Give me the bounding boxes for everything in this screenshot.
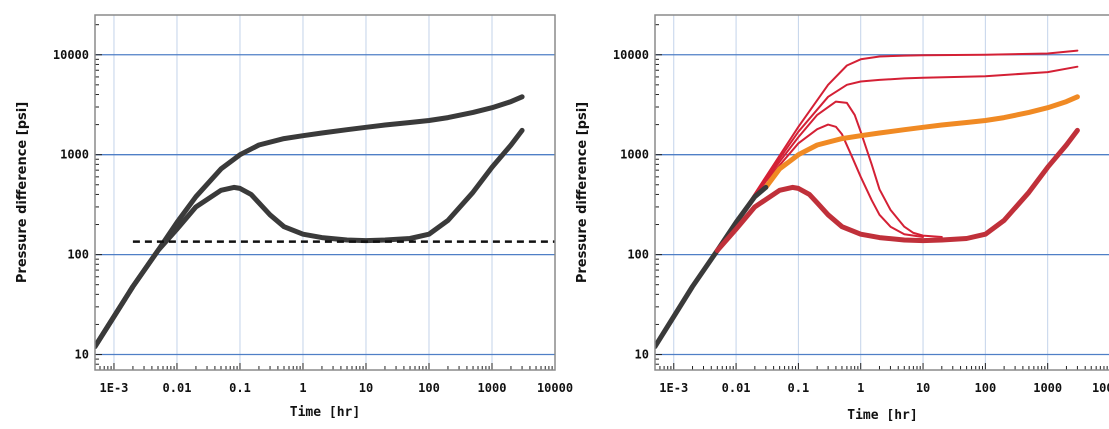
chart-panel-right: 1E-3 0.01 0.1 1 10 100 1000 10000 10 100 1000 10000… bbox=[575, 14, 1109, 423]
series-group bbox=[95, 94, 555, 350]
y-tick-label: 10 bbox=[635, 348, 649, 362]
y-axis-label: Pressure difference [psi] bbox=[575, 102, 590, 283]
series-line-2 bbox=[95, 127, 525, 350]
series-line-3 bbox=[735, 100, 943, 238]
x-tick-label: 1 bbox=[857, 381, 864, 395]
x-tick-label: 0.01 bbox=[163, 381, 192, 395]
series-line-4 bbox=[735, 123, 924, 238]
y-tick-label: 1000 bbox=[620, 148, 649, 162]
x-tick-label: 0.01 bbox=[722, 381, 751, 395]
y-tick-label: 10000 bbox=[613, 48, 649, 62]
x-axis-label: Time [hr] bbox=[847, 408, 917, 423]
chart-panel-left: 1E-3 0.01 0.1 1 10 100 1000 10000 10 100 1000 10000… bbox=[15, 14, 573, 420]
x-tick-label: 1 bbox=[299, 381, 306, 395]
y-tick-label: 1000 bbox=[60, 148, 89, 162]
x-tick-label: 1000 bbox=[478, 381, 507, 395]
series-line-7 bbox=[714, 127, 1080, 253]
y-tick-label: 10000 bbox=[53, 48, 89, 62]
x-tick-label: 1E-3 bbox=[100, 381, 129, 395]
plot-frame bbox=[654, 14, 1109, 371]
x-tick-label: 1000 bbox=[1033, 381, 1062, 395]
series-line-2 bbox=[735, 65, 1079, 224]
y-axis-label: Pressure difference [psi] bbox=[15, 102, 30, 283]
series-line-1 bbox=[735, 49, 1079, 224]
x-tick-label: 0.1 bbox=[788, 381, 810, 395]
plot-area bbox=[95, 15, 555, 370]
series-group bbox=[655, 49, 1080, 350]
x-tick-label: 100 bbox=[418, 381, 440, 395]
y-tick-label: 10 bbox=[75, 348, 89, 362]
x-tick-label: 1E-3 bbox=[659, 381, 688, 395]
series-line-5 bbox=[763, 94, 1080, 190]
y-tick-label: 100 bbox=[627, 248, 649, 262]
grid bbox=[95, 15, 555, 370]
y-tick-label: 100 bbox=[67, 248, 89, 262]
x-tick-label: 10000 bbox=[1092, 381, 1109, 395]
plot-frame bbox=[94, 14, 556, 371]
x-tick-label: 100 bbox=[975, 381, 997, 395]
x-tick-label: 10 bbox=[916, 381, 930, 395]
x-tick-label: 10 bbox=[359, 381, 373, 395]
x-tick-label: 10000 bbox=[537, 381, 573, 395]
grid bbox=[655, 15, 1109, 370]
x-axis-label: Time [hr] bbox=[290, 405, 360, 420]
x-tick-label: 0.1 bbox=[229, 381, 251, 395]
